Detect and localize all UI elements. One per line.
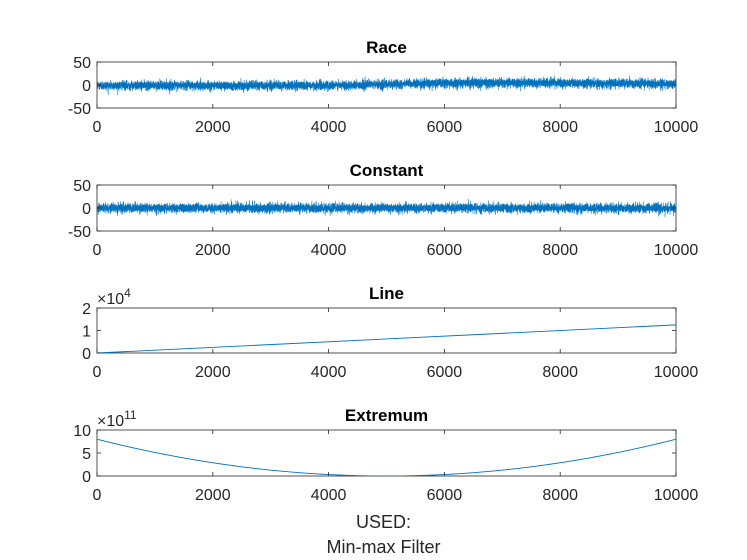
footer-filter-name: Min-max Filter bbox=[326, 537, 441, 557]
y-tick-label: 50 bbox=[73, 55, 91, 72]
x-tick-label: 0 bbox=[93, 242, 102, 259]
x-tick-label: 10000 bbox=[654, 487, 699, 504]
axes-box bbox=[96, 429, 677, 477]
subplot-title: Constant bbox=[350, 161, 424, 180]
y-tick-label: 0 bbox=[82, 78, 91, 95]
footer-used-label: USED: bbox=[355, 512, 411, 532]
x-tick-label: 8000 bbox=[542, 119, 578, 136]
x-tick-label: 8000 bbox=[542, 242, 578, 259]
subplot-title: Race bbox=[366, 38, 407, 57]
x-tick-label: 2000 bbox=[195, 119, 231, 136]
subplot-line: 0 2000 4000 6000 8000 10000 0 1 2 ×104 Line bbox=[82, 284, 698, 381]
y-tick-label: -50 bbox=[68, 101, 91, 118]
x-tick-label: 4000 bbox=[311, 242, 347, 259]
x-tick-label: 8000 bbox=[542, 487, 578, 504]
subplot-title: Extremum bbox=[345, 406, 428, 425]
subplot-title: Line bbox=[369, 284, 404, 303]
y-tick-label: 2 bbox=[82, 301, 91, 318]
y-tick-label: -50 bbox=[68, 224, 91, 241]
x-tick-label: 6000 bbox=[427, 242, 463, 259]
x-tick-label: 4000 bbox=[311, 119, 347, 136]
x-tick-label: 0 bbox=[93, 364, 102, 381]
x-tick-label: 4000 bbox=[311, 364, 347, 381]
series-line-0 bbox=[97, 75, 676, 96]
x-tick-label: 2000 bbox=[195, 364, 231, 381]
x-tick-label: 2000 bbox=[195, 242, 231, 259]
x-tick-label: 10000 bbox=[654, 364, 699, 381]
x-tick-label: 8000 bbox=[542, 364, 578, 381]
x-tick-label: 10000 bbox=[654, 119, 699, 136]
x-tick-label: 6000 bbox=[427, 487, 463, 504]
subplot-extremum: 0 2000 4000 6000 8000 10000 0 5 10 ×1011 Extremum bbox=[73, 406, 698, 504]
series-line-0 bbox=[97, 199, 676, 218]
x-tick-label: 6000 bbox=[427, 119, 463, 136]
y-exponent-label: ×1011 bbox=[97, 408, 137, 430]
axes-box bbox=[96, 307, 677, 354]
y-tick-label: 0 bbox=[82, 346, 91, 363]
x-tick-label: 4000 bbox=[311, 487, 347, 504]
series-line-0 bbox=[97, 324, 676, 353]
y-tick-label: 0 bbox=[82, 469, 91, 486]
x-tick-label: 6000 bbox=[427, 364, 463, 381]
series-line-0 bbox=[97, 438, 676, 476]
y-tick-label: 1 bbox=[82, 324, 91, 341]
y-exponent-label: ×104 bbox=[97, 286, 131, 308]
x-tick-label: 10000 bbox=[654, 242, 699, 259]
x-tick-label: 0 bbox=[93, 119, 102, 136]
y-tick-label: 50 bbox=[73, 178, 91, 195]
y-tick-label: 0 bbox=[82, 201, 91, 218]
y-tick-label: 5 bbox=[82, 446, 91, 463]
x-tick-label: 0 bbox=[93, 487, 102, 504]
y-tick-label: 10 bbox=[73, 423, 91, 440]
x-tick-label: 2000 bbox=[195, 487, 231, 504]
